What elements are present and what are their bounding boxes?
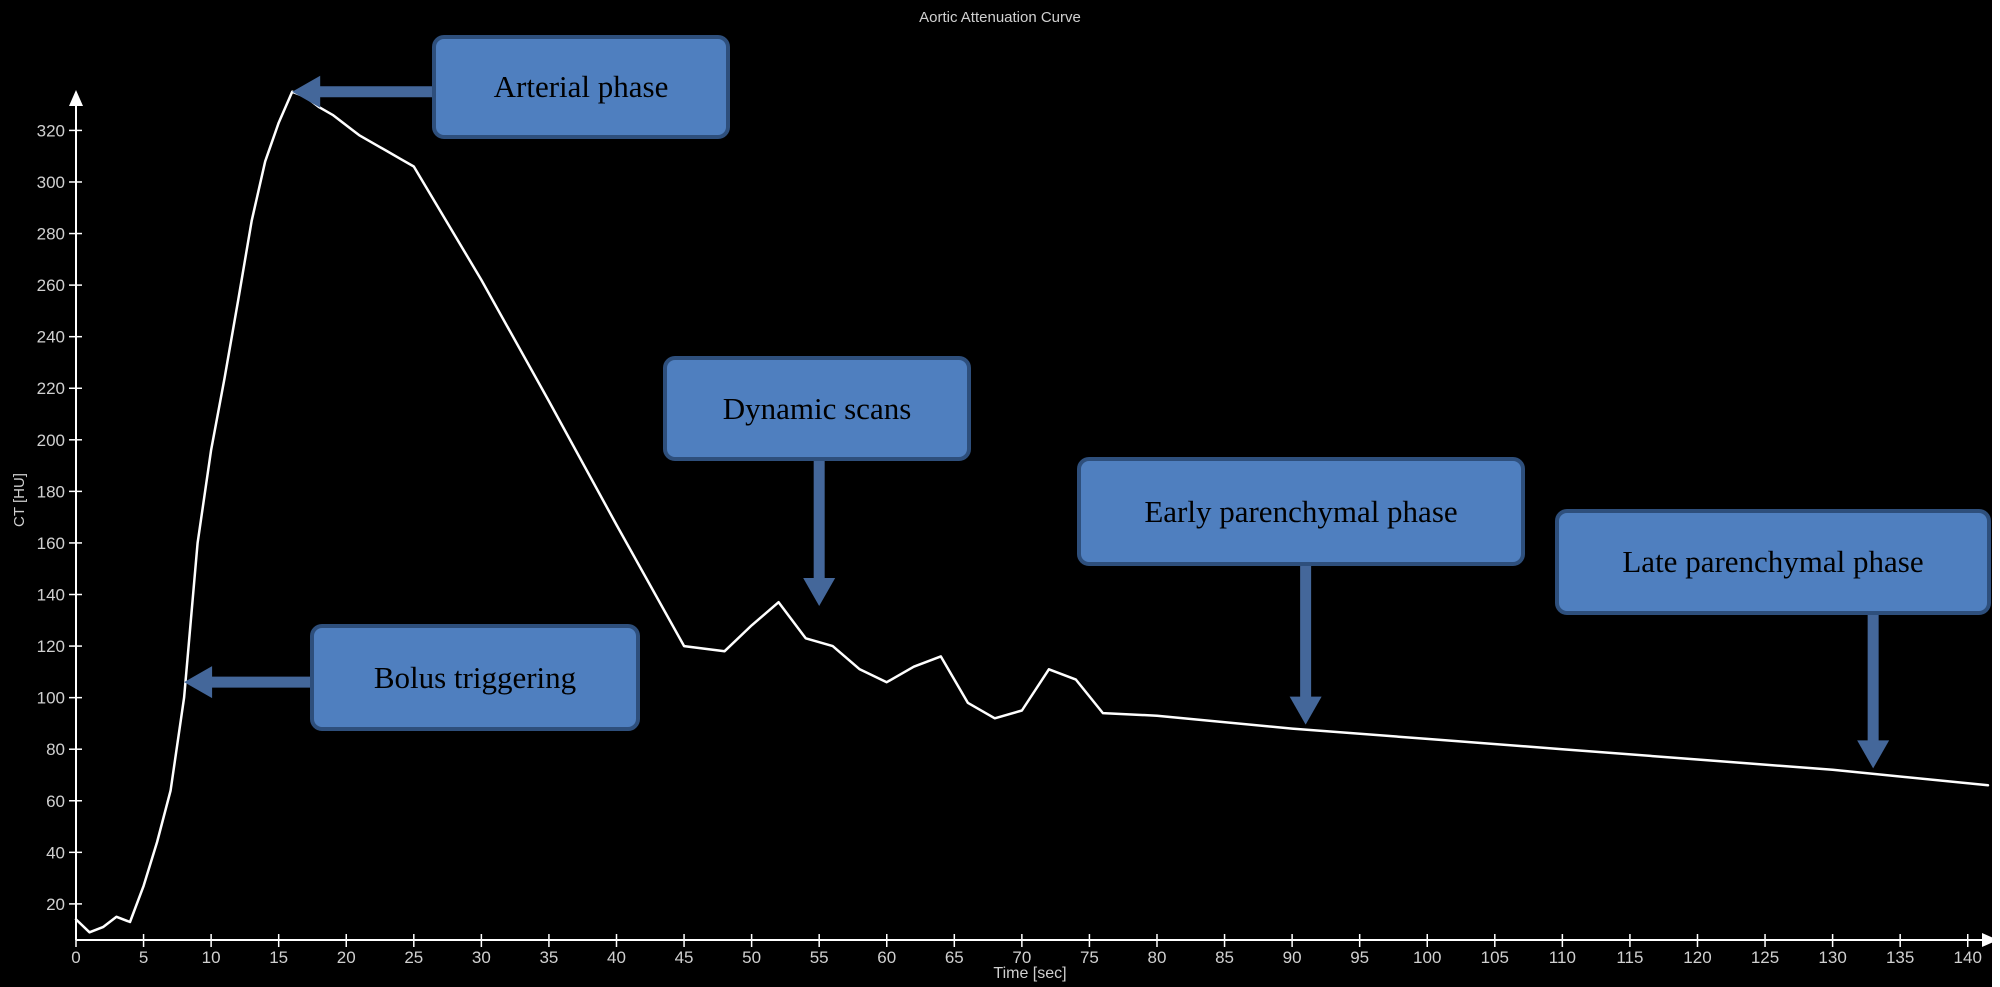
x-tick-label-120: 120 [1683,948,1711,967]
x-tick-label-130: 130 [1818,948,1846,967]
y-axis-label: CT [HU] [11,473,28,527]
x-tick-label-0: 0 [71,948,80,967]
x-tick-label-40: 40 [607,948,626,967]
annotation-arrows [184,75,1890,769]
x-tick-label-70: 70 [1012,948,1031,967]
y-tick-label-80: 80 [46,740,65,759]
x-tick-label-85: 85 [1215,948,1234,967]
annotation-arrowhead-4 [1857,740,1890,769]
y-tick-label-100: 100 [37,689,65,708]
y-tick-label-300: 300 [37,173,65,192]
x-tick-label-125: 125 [1751,948,1779,967]
x-tick-label-135: 135 [1886,948,1914,967]
y-tick-label-160: 160 [37,534,65,553]
y-axis-arrowhead [69,90,83,106]
x-tick-label-25: 25 [404,948,423,967]
x-tick-label-95: 95 [1350,948,1369,967]
x-tick-label-80: 80 [1148,948,1167,967]
y-tick-label-120: 120 [37,637,65,656]
y-tick-label-280: 280 [37,225,65,244]
x-tick-label-75: 75 [1080,948,1099,967]
annotation-callout-4: Late parenchymal phase [1555,509,1991,615]
x-tick-label-65: 65 [945,948,964,967]
x-tick-label-45: 45 [675,948,694,967]
x-tick-label-55: 55 [810,948,829,967]
x-tick-label-60: 60 [877,948,896,967]
annotation-callout-3: Early parenchymal phase [1077,457,1525,566]
y-tick-label-180: 180 [37,482,65,501]
annotation-callout-1: Bolus triggering [310,624,640,731]
x-tick-label-20: 20 [337,948,356,967]
x-tick-label-115: 115 [1616,948,1643,967]
y-tick-label-140: 140 [37,586,65,605]
axes: 0 5 10 15 20 25 30 35 40 45 50 55 60 65 70 75 80 85 90 95 10… [37,90,1998,967]
annotation-callout-0: Arterial phase [432,35,730,139]
x-tick-label-30: 30 [472,948,491,967]
annotation-arrowhead-3 [1289,696,1322,725]
y-tick-label-20: 20 [46,895,65,914]
y-tick-label-260: 260 [37,276,65,295]
y-tick-label-60: 60 [46,792,65,811]
x-axis-arrowhead [1982,933,1998,947]
annotation-callout-2: Dynamic scans [663,356,971,461]
x-tick-label-35: 35 [539,948,558,967]
series-line-layer [74,90,1990,934]
x-tick-label-110: 110 [1549,948,1576,967]
y-tick-label-40: 40 [46,843,65,862]
y-tick-label-200: 200 [37,431,65,450]
y-tick-label-320: 320 [37,121,65,140]
x-tick-label-5: 5 [139,948,148,967]
chart-title: Aortic Attenuation Curve [919,9,1081,26]
annotation-arrowhead-2 [803,577,836,606]
x-tick-label-140: 140 [1954,948,1982,967]
y-tick-label-240: 240 [37,328,65,347]
x-tick-label-90: 90 [1283,948,1302,967]
y-tick-label-220: 220 [37,379,65,398]
x-axis-label: Time [sec] [993,965,1066,982]
x-tick-label-105: 105 [1481,948,1509,967]
x-tick-label-10: 10 [202,948,221,967]
series-line-0 [74,90,1990,934]
x-tick-label-100: 100 [1413,948,1441,967]
x-tick-label-50: 50 [742,948,761,967]
annotation-arrowhead-1 [184,666,213,699]
annotation-arrowhead-0 [292,75,321,108]
x-tick-label-15: 15 [269,948,288,967]
